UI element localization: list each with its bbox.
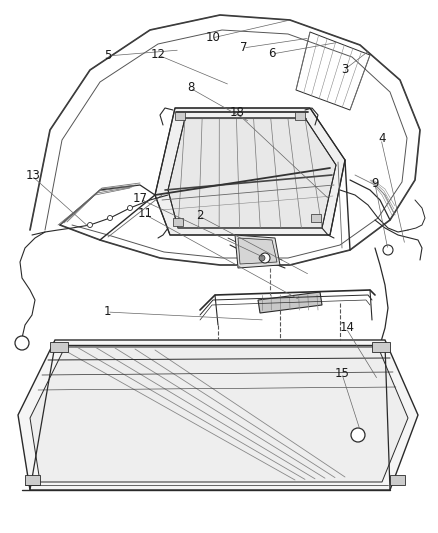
Text: 3: 3 [340,63,347,76]
Text: 7: 7 [239,42,247,54]
Text: 12: 12 [150,48,165,61]
Polygon shape [389,475,404,485]
Polygon shape [237,238,276,264]
Text: 11: 11 [137,207,152,220]
Polygon shape [173,218,183,226]
Circle shape [107,215,112,221]
Text: 9: 9 [371,177,378,190]
Text: 13: 13 [25,169,40,182]
Text: 15: 15 [334,367,349,379]
Circle shape [259,253,269,263]
Polygon shape [258,292,321,313]
Text: 17: 17 [133,192,148,205]
Circle shape [15,336,29,350]
Text: 5: 5 [104,50,111,62]
Circle shape [87,222,92,228]
Polygon shape [25,475,40,485]
Circle shape [127,206,132,211]
Text: 14: 14 [339,321,353,334]
Polygon shape [310,214,320,222]
Circle shape [258,255,265,261]
Text: 1: 1 [103,305,111,318]
Polygon shape [234,235,279,268]
Text: 10: 10 [205,31,220,44]
Polygon shape [30,347,407,482]
Polygon shape [371,342,389,352]
Polygon shape [175,112,184,120]
Text: 18: 18 [229,107,244,119]
Text: 6: 6 [268,47,276,60]
Circle shape [382,245,392,255]
Text: 2: 2 [195,209,203,222]
Text: 8: 8 [187,82,194,94]
Polygon shape [294,112,304,120]
Polygon shape [18,340,417,490]
Polygon shape [168,118,335,228]
Text: 4: 4 [377,132,385,145]
Circle shape [350,428,364,442]
Polygon shape [50,342,68,352]
Polygon shape [155,108,344,235]
